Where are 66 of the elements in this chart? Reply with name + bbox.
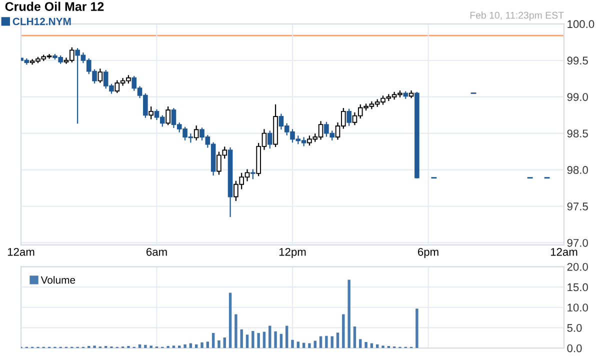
bar — [359, 339, 362, 348]
y-tick-label: 15.0 — [568, 283, 588, 292]
bar — [325, 336, 328, 348]
bar — [364, 342, 368, 348]
chart-title: Crude Oil Mar 12 — [5, 2, 104, 11]
text: Feb 10, 11:23pm EST — [470, 12, 564, 21]
x-tick-label: 12pm — [279, 248, 306, 258]
candlestick — [98, 68, 103, 83]
bar — [280, 334, 283, 348]
x-tick-label: 6pm — [418, 248, 438, 258]
bar — [184, 344, 186, 348]
candlestick — [267, 130, 272, 148]
bar — [144, 344, 147, 348]
x-tick-label: 6am — [146, 248, 167, 256]
candlestick — [346, 108, 352, 126]
x-tick-label: 12am — [8, 248, 34, 256]
bar — [257, 333, 260, 348]
bar — [246, 334, 249, 348]
bar — [189, 343, 192, 348]
bar — [314, 340, 316, 348]
bar — [240, 329, 243, 348]
candlestick — [194, 125, 199, 140]
y-tick-label: 10.0 — [568, 304, 588, 312]
bar — [336, 332, 340, 348]
y-tick-label: 97.5 — [567, 202, 588, 210]
bar — [308, 343, 311, 348]
bar — [93, 346, 96, 348]
bar — [342, 314, 345, 348]
bar — [150, 346, 152, 348]
y-tick-label: 0.0 — [567, 344, 582, 352]
x-tick-label: 12am — [550, 248, 578, 256]
bar — [370, 343, 374, 348]
y-tick-label: 98.5 — [567, 130, 588, 138]
bar — [234, 314, 238, 348]
bar — [296, 342, 300, 348]
bar — [382, 346, 384, 348]
bar — [212, 333, 215, 348]
bar — [223, 337, 226, 348]
y-tick-label: 20.0 — [567, 262, 588, 271]
bar — [319, 336, 322, 348]
y-tick-label: 99.0 — [567, 93, 588, 101]
candlestick — [148, 106, 154, 120]
y-tick-label: 97.0 — [567, 238, 588, 247]
bar — [228, 292, 232, 348]
bar — [348, 280, 350, 348]
bar — [200, 342, 204, 348]
bar — [218, 340, 220, 348]
bar — [206, 342, 210, 348]
candlestick — [166, 106, 170, 126]
y-tick-label: 98.0 — [567, 166, 588, 174]
bar — [172, 346, 176, 348]
y-tick-label: 5.0 — [567, 324, 582, 332]
legend-label: CLH12.NYM — [12, 18, 71, 26]
bar — [262, 332, 266, 348]
bar — [178, 346, 181, 348]
bar — [353, 326, 356, 348]
bar — [285, 326, 288, 348]
y-tick-label: 100.0 — [568, 20, 594, 28]
y-tick-label: 99.5 — [567, 56, 588, 65]
bar — [416, 308, 418, 348]
bar — [268, 326, 272, 348]
legend-label: Volume — [40, 276, 76, 284]
bar — [330, 336, 334, 348]
bar — [252, 330, 254, 348]
bar — [274, 331, 277, 348]
bar — [291, 340, 294, 348]
